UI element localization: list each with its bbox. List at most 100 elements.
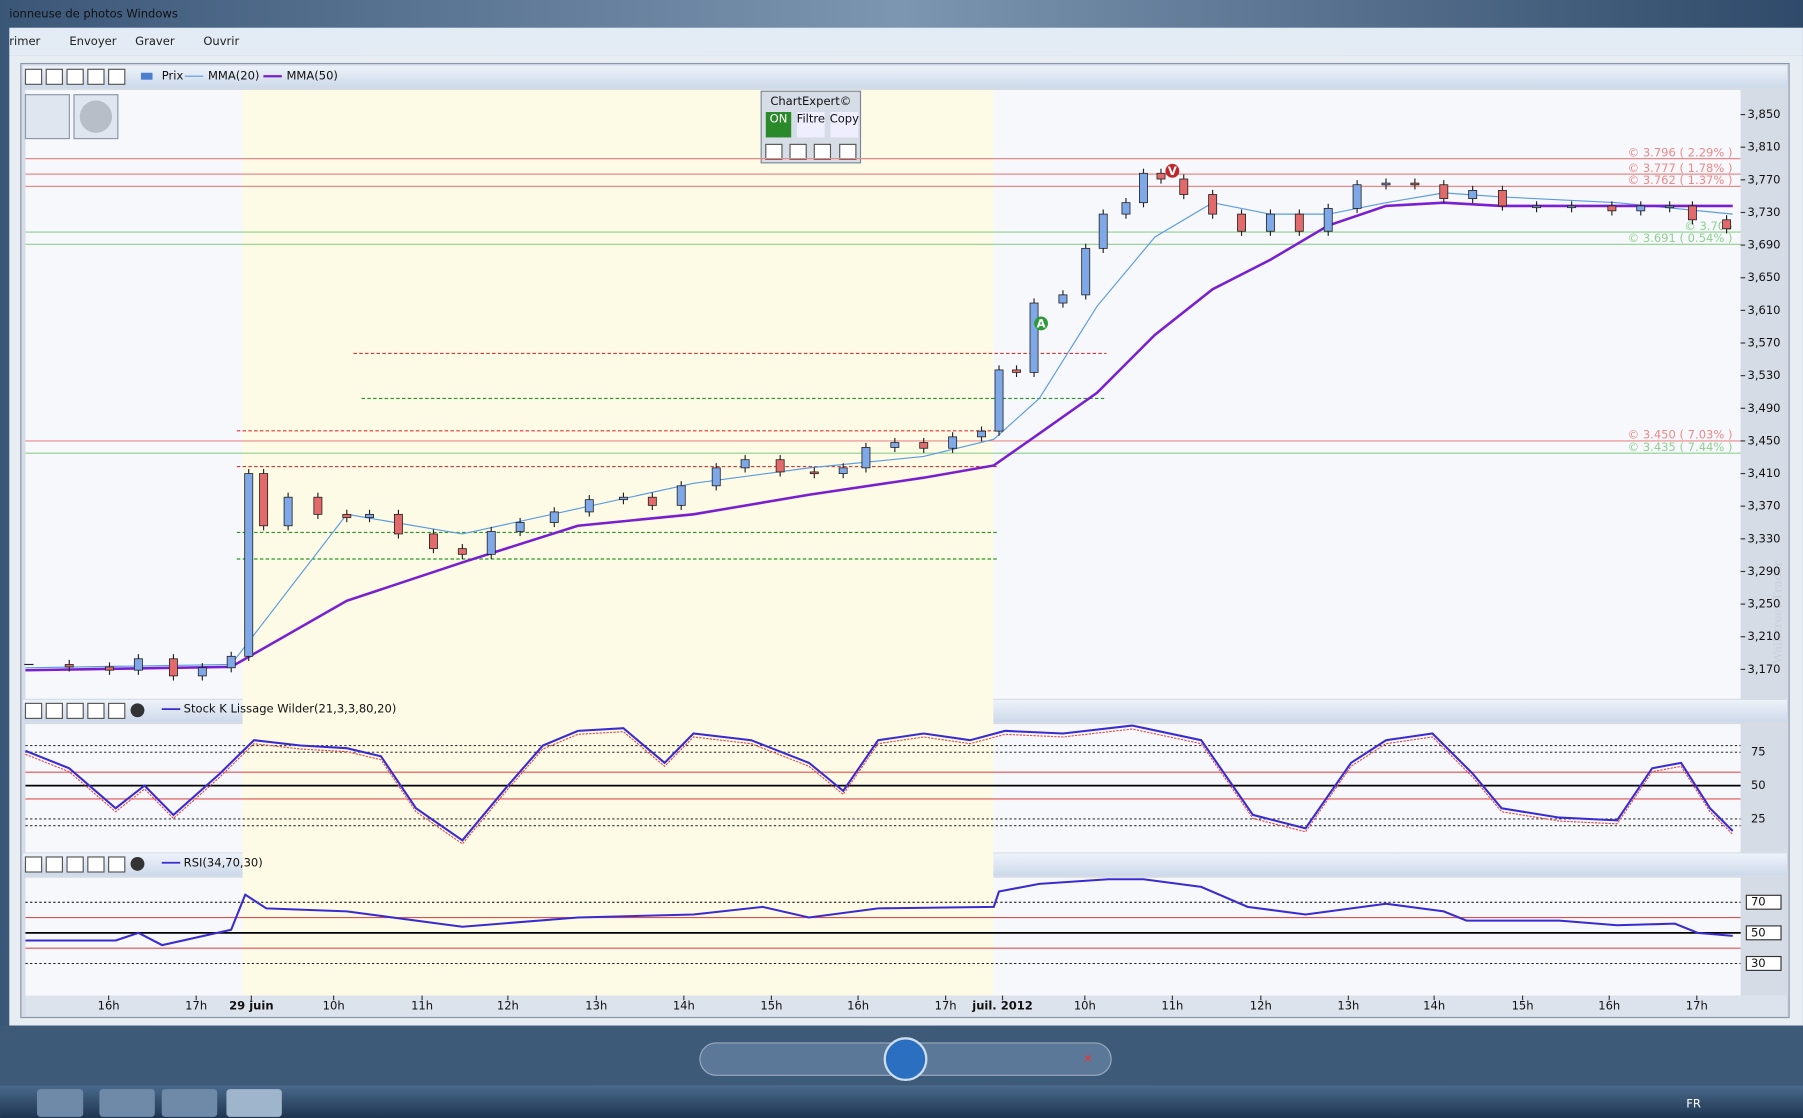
level-label: © 3.796 ( 2.29% ) xyxy=(1628,145,1733,159)
candle xyxy=(1180,179,1188,195)
x-tick-label: 11h xyxy=(1161,998,1183,1012)
candle xyxy=(1030,303,1038,372)
legend-label: Prix xyxy=(162,69,184,83)
svg-text:✕[interactable]: ✕ xyxy=(1083,1052,1093,1066)
candle xyxy=(105,667,113,670)
x-tick-label: 29 juin xyxy=(229,998,273,1012)
session-highlight xyxy=(243,90,994,995)
x-tick-label: 12h xyxy=(1250,998,1272,1012)
language-indicator: FR xyxy=(1686,1097,1701,1111)
x-tick-label: 17h xyxy=(1686,998,1708,1012)
candle xyxy=(810,472,818,474)
candle xyxy=(1139,173,1147,202)
x-tick-label: 10h xyxy=(1074,998,1096,1012)
chart-expert-title: ChartExpert© xyxy=(770,94,851,108)
signal-label: A xyxy=(1037,317,1046,331)
x-tick-label: juil. 2012 xyxy=(971,998,1033,1012)
y-tick-label: 3,250 xyxy=(1748,597,1781,611)
menu-bar xyxy=(9,28,1803,56)
x-tick-label: 10h xyxy=(323,998,345,1012)
candle xyxy=(1082,248,1090,295)
candle xyxy=(1469,190,1477,198)
candle xyxy=(365,514,373,517)
candle xyxy=(1353,185,1361,209)
button-filtre[interactable]: Filtre xyxy=(797,111,825,125)
x-tick-label: 11h xyxy=(411,998,433,1012)
y-tick-label: 3,410 xyxy=(1748,466,1781,480)
viewer-buttons: ✕ xyxy=(700,1038,1111,1080)
menu-item[interactable]: rimer xyxy=(9,34,40,48)
candle xyxy=(1266,214,1274,231)
menu-item[interactable]: Graver xyxy=(135,34,175,48)
candle xyxy=(648,497,656,505)
candle xyxy=(1295,214,1303,231)
candle xyxy=(1209,195,1217,215)
y-tick-label: 3,490 xyxy=(1748,401,1781,415)
candle xyxy=(619,497,627,499)
candle xyxy=(1637,206,1645,211)
candle xyxy=(891,443,899,448)
y-tick-label: 3,330 xyxy=(1748,531,1781,545)
x-tick-label: 16h xyxy=(1598,998,1620,1012)
x-tick-label: 16h xyxy=(98,998,120,1012)
y-tick-label: 3,610 xyxy=(1748,303,1781,317)
candle xyxy=(1059,295,1067,303)
candle xyxy=(169,659,177,676)
candle xyxy=(487,531,495,554)
candle xyxy=(65,664,73,666)
candle xyxy=(1666,206,1674,208)
page: ionneuse de photos Windows ChartExpert© … xyxy=(0,0,1803,1118)
candle xyxy=(920,443,928,449)
candle xyxy=(227,656,235,667)
candle xyxy=(1723,220,1731,229)
candle xyxy=(284,497,292,526)
button-on[interactable]: ON xyxy=(770,111,788,125)
candle xyxy=(1237,214,1245,231)
legend-label: MMA(20) xyxy=(208,69,259,83)
screen: ionneuse de photos Windows ChartExpert© … xyxy=(0,0,1803,1118)
candle xyxy=(343,514,351,517)
menu-item[interactable]: Envoyer xyxy=(69,34,116,48)
panel-name: Stock K Lissage Wilder(21,3,3,80,20) xyxy=(184,702,397,716)
level-label: © 3.691 ( 0.54% ) xyxy=(1628,231,1733,245)
signal-label: V xyxy=(1168,164,1177,178)
candle xyxy=(550,512,558,523)
y-tick-label: 3,850 xyxy=(1748,107,1781,121)
candle xyxy=(394,514,402,534)
candle xyxy=(995,370,1003,431)
button-copy[interactable]: Copy xyxy=(830,111,859,125)
candle xyxy=(585,500,593,512)
window-title: ionneuse de photos Windows xyxy=(9,6,178,20)
x-tick-label: 16h xyxy=(847,998,869,1012)
y-tick-label: 3,570 xyxy=(1748,336,1781,350)
x-tick-label: 13h xyxy=(585,998,607,1012)
candle xyxy=(516,523,524,532)
candle xyxy=(1012,370,1020,372)
menu-item[interactable]: Ouvrir xyxy=(203,34,239,48)
x-tick-label: 12h xyxy=(497,998,519,1012)
candle xyxy=(949,437,957,448)
candle xyxy=(1157,173,1165,179)
candle xyxy=(741,460,749,468)
x-tick-label: 17h xyxy=(935,998,957,1012)
y-tick-label: 3,770 xyxy=(1748,172,1781,186)
candle xyxy=(862,447,870,467)
candle xyxy=(260,474,268,526)
candle xyxy=(1533,206,1541,208)
candle xyxy=(1440,185,1448,199)
candle xyxy=(429,534,437,549)
y-tick-label: 50 xyxy=(1751,925,1766,939)
y-tick-label: 3,810 xyxy=(1748,140,1781,154)
y-tick-label: 3,370 xyxy=(1748,499,1781,513)
x-tick-label: 14h xyxy=(673,998,695,1012)
y-tick-label: 50 xyxy=(1751,778,1766,792)
x-tick-label: 13h xyxy=(1337,998,1359,1012)
candle xyxy=(1688,206,1696,220)
panel-name: RSI(34,70,30) xyxy=(184,855,263,869)
candle xyxy=(1568,206,1576,208)
candle xyxy=(458,549,466,555)
y-tick-label: 3,530 xyxy=(1748,368,1781,382)
y-tick-label: 3,170 xyxy=(1748,662,1781,676)
candle xyxy=(1411,183,1419,185)
y-tick-label: 3,690 xyxy=(1748,238,1781,252)
